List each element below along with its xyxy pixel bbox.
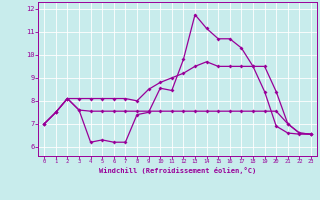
X-axis label: Windchill (Refroidissement éolien,°C): Windchill (Refroidissement éolien,°C) <box>99 167 256 174</box>
